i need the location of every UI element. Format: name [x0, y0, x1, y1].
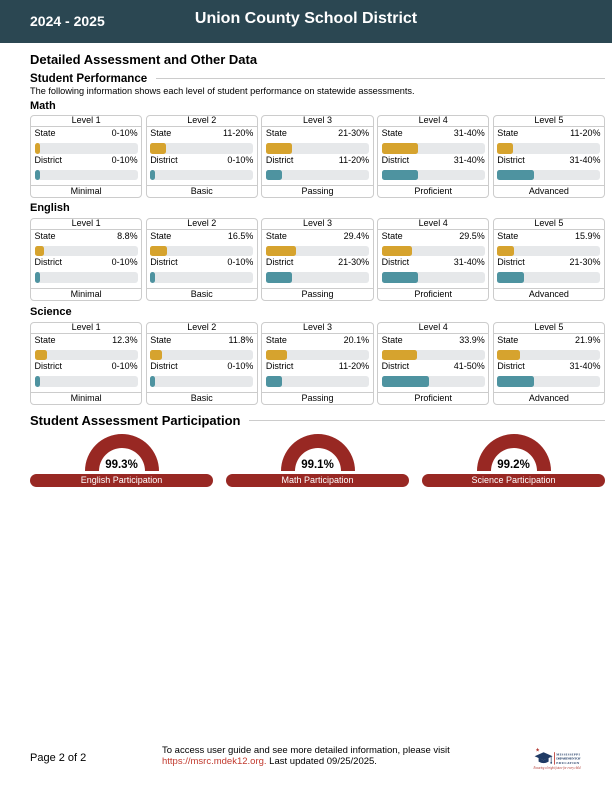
- svg-text:DEPARTMENT OF: DEPARTMENT OF: [556, 757, 580, 761]
- svg-text:MISSISSIPPI: MISSISSIPPI: [556, 752, 580, 756]
- svg-text:Ensuring a bright future for e: Ensuring a bright future for every child: [533, 766, 581, 770]
- svg-text:EDUCATION: EDUCATION: [556, 761, 580, 765]
